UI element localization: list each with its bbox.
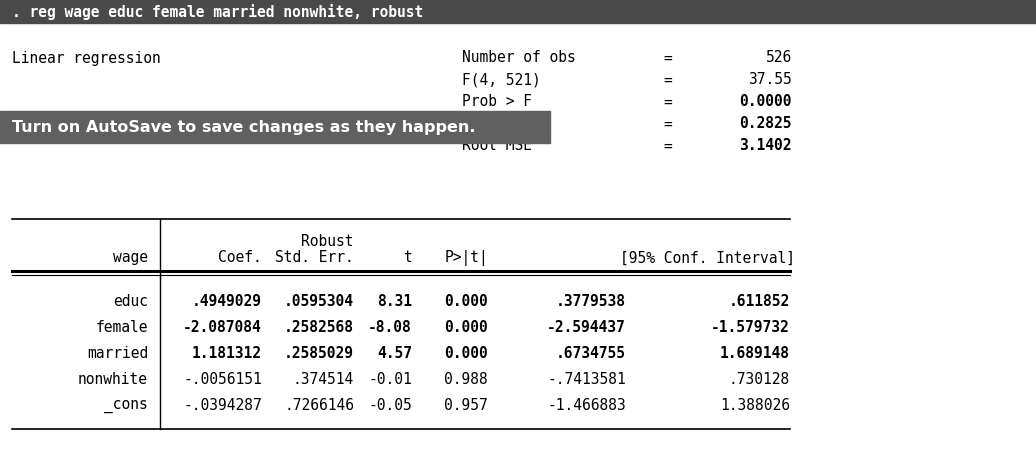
Text: 4.57: 4.57 xyxy=(377,346,412,361)
Text: wage: wage xyxy=(113,250,148,265)
Text: 1.388026: 1.388026 xyxy=(720,398,790,413)
Text: -2.594437: -2.594437 xyxy=(547,320,626,335)
Text: Prob > F: Prob > F xyxy=(462,94,533,109)
Text: 0.000: 0.000 xyxy=(444,320,488,335)
Text: -8.08: -8.08 xyxy=(368,320,412,335)
Text: .2582568: .2582568 xyxy=(284,320,354,335)
Text: .6734755: .6734755 xyxy=(556,346,626,361)
Text: -.0394287: -.0394287 xyxy=(183,398,262,413)
Text: 1.181312: 1.181312 xyxy=(192,346,262,361)
Text: =: = xyxy=(664,116,672,131)
Text: Std. Err.: Std. Err. xyxy=(276,250,354,265)
Text: Linear regression: Linear regression xyxy=(12,51,161,66)
Text: Robust: Robust xyxy=(301,234,354,249)
Text: 0.000: 0.000 xyxy=(444,346,488,361)
Text: nonwhite: nonwhite xyxy=(78,372,148,387)
Text: ed: ed xyxy=(462,116,480,131)
Text: female: female xyxy=(95,320,148,335)
Text: _cons: _cons xyxy=(105,398,148,413)
Text: =: = xyxy=(664,51,672,66)
Text: .7266146: .7266146 xyxy=(284,398,354,413)
Text: P>|t|: P>|t| xyxy=(444,249,488,265)
Text: .374514: .374514 xyxy=(293,372,354,387)
Text: .0595304: .0595304 xyxy=(284,294,354,309)
Text: -0.01: -0.01 xyxy=(368,372,412,387)
Text: 3.1402: 3.1402 xyxy=(740,138,792,153)
Text: 526: 526 xyxy=(766,51,792,66)
Text: 1.689148: 1.689148 xyxy=(720,346,790,361)
Text: Number of obs: Number of obs xyxy=(462,51,576,66)
Text: Root MSE: Root MSE xyxy=(462,138,533,153)
Text: 8.31: 8.31 xyxy=(377,294,412,309)
Text: Coef.: Coef. xyxy=(219,250,262,265)
Text: =: = xyxy=(664,138,672,153)
Text: F(4, 521): F(4, 521) xyxy=(462,72,541,87)
Text: -.7413581: -.7413581 xyxy=(547,372,626,387)
Text: =: = xyxy=(664,72,672,87)
Text: married: married xyxy=(87,346,148,361)
Text: [95% Conf. Interval]: [95% Conf. Interval] xyxy=(621,250,796,265)
Text: educ: educ xyxy=(113,294,148,309)
Text: . reg wage educ female married nonwhite, robust: . reg wage educ female married nonwhite,… xyxy=(12,4,424,20)
Bar xyxy=(0,112,550,144)
Text: t: t xyxy=(403,250,412,265)
Text: 37.55: 37.55 xyxy=(748,72,792,87)
Text: .730128: .730128 xyxy=(728,372,790,387)
Text: Turn on AutoSave to save changes as they happen.: Turn on AutoSave to save changes as they… xyxy=(12,120,476,135)
Text: .3779538: .3779538 xyxy=(556,294,626,309)
Text: 0.957: 0.957 xyxy=(444,398,488,413)
Text: 0.2825: 0.2825 xyxy=(740,116,792,131)
Text: -2.087084: -2.087084 xyxy=(183,320,262,335)
Text: =: = xyxy=(664,94,672,109)
Text: .611852: .611852 xyxy=(728,294,790,309)
Text: -1.466883: -1.466883 xyxy=(547,398,626,413)
Bar xyxy=(0,0,1036,24)
Text: 0.988: 0.988 xyxy=(444,372,488,387)
Text: 0.0000: 0.0000 xyxy=(740,94,792,109)
Text: 0.000: 0.000 xyxy=(444,294,488,309)
Text: .4949029: .4949029 xyxy=(192,294,262,309)
Text: .2585029: .2585029 xyxy=(284,346,354,361)
Text: -1.579732: -1.579732 xyxy=(712,320,790,335)
Text: -0.05: -0.05 xyxy=(368,398,412,413)
Text: -.0056151: -.0056151 xyxy=(183,372,262,387)
